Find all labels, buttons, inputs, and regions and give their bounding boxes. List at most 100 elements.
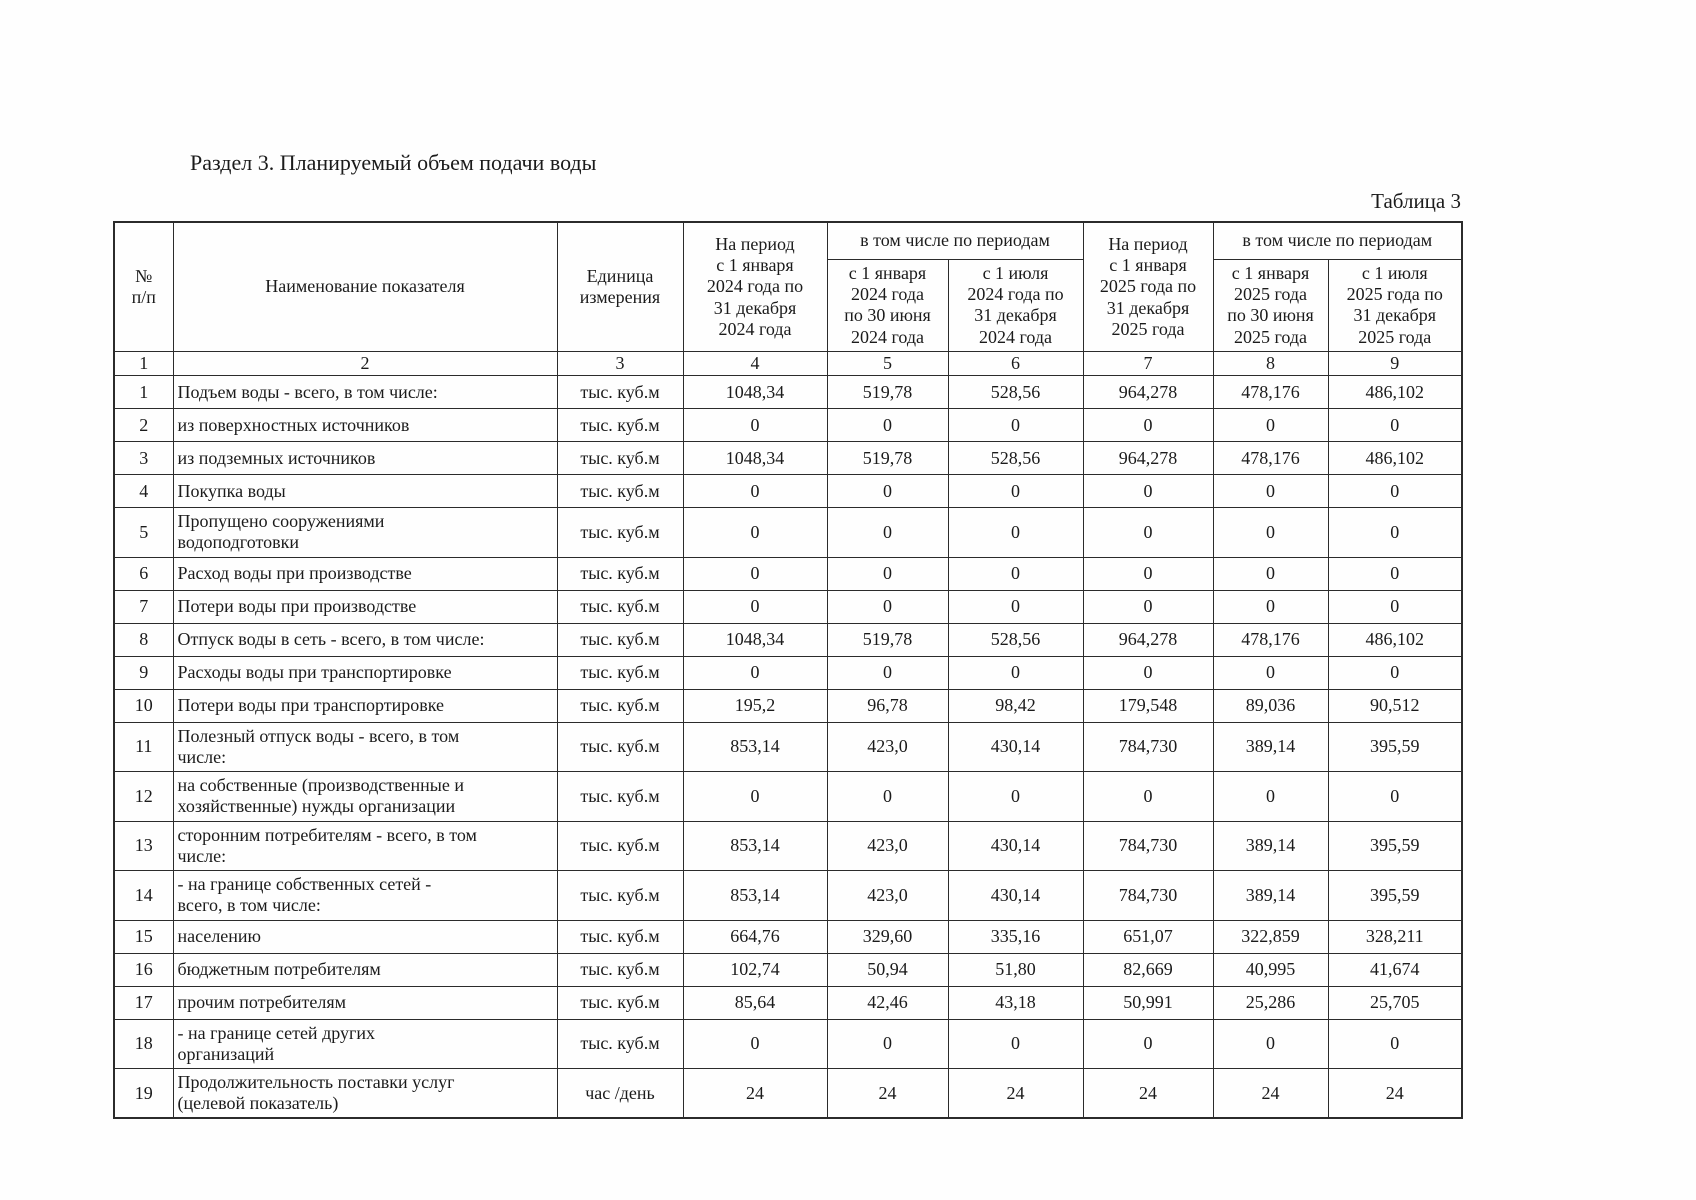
row-value: 98,42 [947, 688, 1084, 723]
col-header-h1-2025: с 1 января 2025 года по 30 июня 2025 год… [1212, 259, 1329, 352]
row-value: 0 [1082, 589, 1214, 624]
table-row: 11 Полезный отпуск воды - всего, в том чи… [113, 721, 1463, 773]
row-value: 853,14 [682, 820, 828, 872]
row-indicator-name: Отпуск воды в сеть - всего, в том числе: [172, 622, 558, 657]
table-row: 18- на границе сетей других организаций т… [113, 1018, 1463, 1069]
row-value: 96,78 [826, 688, 949, 723]
row-number: 5 [113, 507, 174, 558]
row-number: 6 [113, 556, 174, 591]
row-indicator-name: Продолжительность поставки услуг (целево… [172, 1067, 558, 1119]
row-value: 41,674 [1327, 952, 1463, 987]
row-value: 478,176 [1212, 441, 1329, 476]
row-unit: тыс. куб.м [556, 507, 684, 558]
column-number: 6 [947, 350, 1084, 377]
row-value: 42,46 [826, 985, 949, 1020]
row-value: 0 [682, 771, 828, 822]
row-number: 13 [113, 820, 174, 872]
row-indicator-name: Подъем воды - всего, в том числе: [172, 375, 558, 410]
row-value: 784,730 [1082, 820, 1214, 872]
row-value: 0 [826, 1018, 949, 1069]
row-value: 0 [826, 408, 949, 443]
row-number: 4 [113, 474, 174, 509]
col-header-unit: Единица измерения [556, 221, 684, 352]
table-row: 19 Продолжительность поставки услуг (целе… [113, 1067, 1463, 1119]
row-unit: тыс. куб.м [556, 408, 684, 443]
row-value: 51,80 [947, 952, 1084, 987]
row-number: 2 [113, 408, 174, 443]
row-value: 0 [1212, 408, 1329, 443]
row-indicator-name: - на границе сетей других организаций [172, 1018, 558, 1069]
row-value: 0 [1212, 1018, 1329, 1069]
row-value: 519,78 [826, 441, 949, 476]
row-unit: тыс. куб.м [556, 919, 684, 954]
col-header-subperiods-2024: в том числе по периодам [826, 221, 1084, 260]
row-value: 329,60 [826, 919, 949, 954]
row-indicator-name: Потери воды при транспортировке [172, 688, 558, 723]
row-value: 0 [1212, 507, 1329, 558]
column-number: 2 [172, 350, 558, 377]
row-value: 0 [682, 474, 828, 509]
table-row: 16 бюджетным потребителям тыс. куб.м 102,74… [113, 952, 1463, 987]
row-indicator-name: Пропущено сооружениями водоподготовки [172, 507, 558, 558]
row-number: 16 [113, 952, 174, 987]
row-value: 85,64 [682, 985, 828, 1020]
table-row: 8 Отпуск воды в сеть - всего, в том числе… [113, 622, 1463, 657]
row-value: 853,14 [682, 721, 828, 773]
row-number: 7 [113, 589, 174, 624]
row-value: 24 [1212, 1067, 1329, 1119]
row-value: 0 [1327, 655, 1463, 690]
row-value: 784,730 [1082, 870, 1214, 921]
row-value: 0 [826, 507, 949, 558]
row-value: 0 [682, 408, 828, 443]
row-value: 528,56 [947, 622, 1084, 657]
table-row: 2 из поверхностных источников тыс. куб.м 0 0… [113, 408, 1463, 443]
row-value: 0 [1082, 507, 1214, 558]
row-value: 0 [947, 474, 1084, 509]
row-value: 89,036 [1212, 688, 1329, 723]
header-row-sub: с 1 января 2024 года по 30 июня 2024 год… [114, 259, 1463, 352]
row-number: 19 [113, 1067, 174, 1119]
table-row: 17 прочим потребителям тыс. куб.м 85,64 42,4… [113, 985, 1463, 1020]
row-value: 0 [947, 771, 1084, 822]
row-number: 18 [113, 1018, 174, 1069]
row-value: 395,59 [1327, 721, 1463, 773]
table-row: 6 Расход воды при производстве тыс. куб.м 0… [113, 556, 1463, 591]
row-value: 784,730 [1082, 721, 1214, 773]
row-number: 8 [113, 622, 174, 657]
row-value: 102,74 [682, 952, 828, 987]
row-value: 423,0 [826, 870, 949, 921]
row-value: 82,669 [1082, 952, 1214, 987]
column-number: 8 [1212, 350, 1329, 377]
row-value: 0 [1212, 474, 1329, 509]
row-value: 328,211 [1327, 919, 1463, 954]
row-value: 0 [1327, 556, 1463, 591]
row-unit: тыс. куб.м [556, 820, 684, 872]
row-value: 423,0 [826, 820, 949, 872]
row-unit: тыс. куб.м [556, 375, 684, 410]
row-number: 17 [113, 985, 174, 1020]
table-row: 7 Потери воды при производстве тыс. куб.м 0… [113, 589, 1463, 624]
row-value: 25,705 [1327, 985, 1463, 1020]
row-value: 395,59 [1327, 870, 1463, 921]
row-value: 0 [826, 655, 949, 690]
row-value: 0 [1082, 556, 1214, 591]
row-unit: тыс. куб.м [556, 688, 684, 723]
row-unit: час /день [556, 1067, 684, 1119]
row-indicator-name: - на границе собственных сетей - всего, … [172, 870, 558, 921]
row-unit: тыс. куб.м [556, 771, 684, 822]
row-value: 519,78 [826, 622, 949, 657]
row-value: 0 [947, 589, 1084, 624]
col-header-h2-2024: с 1 июля 2024 года по 31 декабря 2024 го… [947, 259, 1084, 352]
row-value: 0 [682, 507, 828, 558]
row-value: 853,14 [682, 870, 828, 921]
row-value: 24 [1327, 1067, 1463, 1119]
row-unit: тыс. куб.м [556, 441, 684, 476]
row-indicator-name: Потери воды при производстве [172, 589, 558, 624]
row-value: 519,78 [826, 375, 949, 410]
col-header-period-2025: На период с 1 января 2025 года по 31 дек… [1082, 221, 1214, 352]
table-row: 13 сторонним потребителям - всего, в том … [113, 820, 1463, 872]
row-unit: тыс. куб.м [556, 556, 684, 591]
row-value: 486,102 [1327, 441, 1463, 476]
row-value: 0 [682, 655, 828, 690]
row-unit: тыс. куб.м [556, 1018, 684, 1069]
